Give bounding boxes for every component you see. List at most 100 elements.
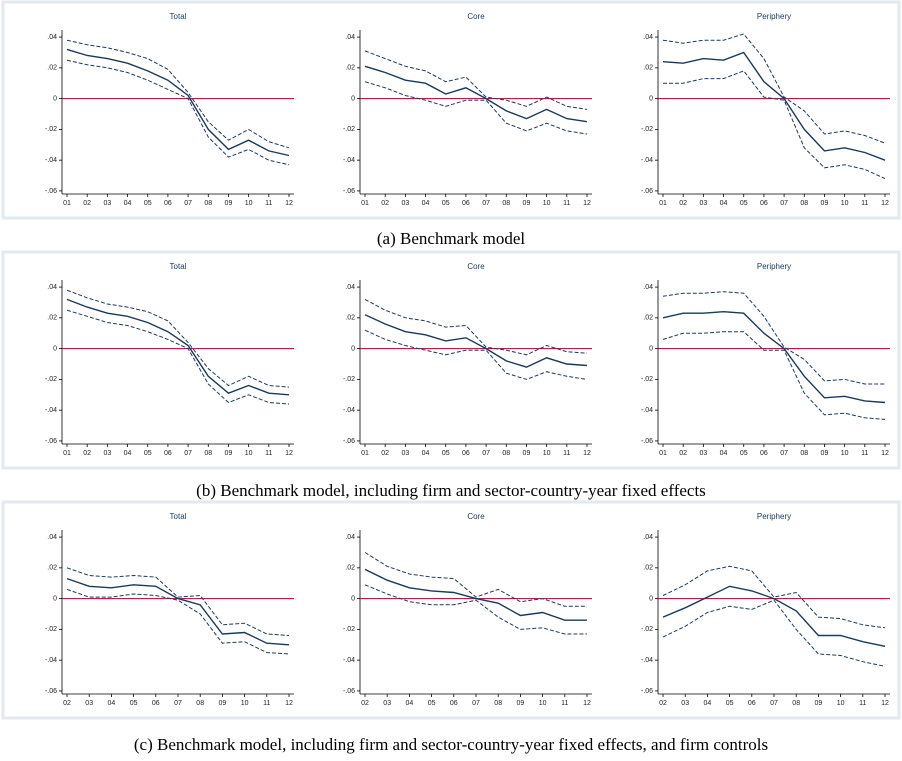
x-tick-label: 05 [428,700,436,707]
y-tick-label: .02 [643,65,653,72]
x-tick-label: 02 [361,700,369,707]
y-tick-label: -.04 [45,407,57,414]
confidence-band [66,567,290,636]
x-tick-label: 02 [679,450,687,457]
x-tick-label: 02 [679,200,687,207]
confidence-band [663,70,886,180]
x-tick-label: 03 [103,450,111,457]
y-tick-label: -.04 [45,657,57,664]
y-tick-label: 0 [351,595,355,602]
x-tick-label: 09 [517,700,525,707]
x-tick-label: 11 [563,200,570,207]
estimate-line [364,568,587,621]
y-tick-label: -.02 [343,626,355,633]
y-tick-label: 0 [649,95,653,102]
x-tick-label: 04 [720,200,728,207]
y-tick-label: -.06 [641,438,653,445]
x-tick-label: 12 [285,700,293,707]
y-tick-label: -.06 [343,438,355,445]
estimate-line [66,48,290,157]
y-tick-label: -.02 [45,626,57,633]
confidence-band [662,565,886,629]
y-tick-label: -.06 [45,188,57,195]
y-tick-label: -.06 [45,438,57,445]
x-tick-label: 04 [124,450,132,457]
confidence-band [364,81,588,135]
x-tick-label: 11 [859,700,866,707]
x-tick-label: 03 [103,200,111,207]
x-tick-label: 09 [821,200,829,207]
y-tick-label: -.06 [343,688,355,695]
y-tick-label: .02 [345,565,355,572]
y-tick-label: -.04 [45,157,57,164]
estimate-line [662,310,886,404]
x-tick-label: 05 [144,450,152,457]
confidence-band [662,331,886,420]
x-tick-label: 10 [245,200,253,207]
x-tick-label: 04 [704,700,712,707]
y-tick-label: -.04 [641,157,653,164]
y-tick-label: .02 [345,315,355,322]
x-tick-label: 01 [659,200,667,207]
confidence-band [364,50,588,110]
x-tick-label: 04 [720,450,728,457]
x-tick-label: 03 [401,450,409,457]
caption: (b) Benchmark model, including firm and … [196,481,706,500]
y-tick-label: .04 [345,284,355,291]
x-tick-label: 07 [472,700,480,707]
y-tick-label: -.02 [641,626,653,633]
y-tick-label: 0 [53,595,57,602]
x-tick-label: 08 [800,450,808,457]
x-tick-label: 12 [881,450,889,457]
panel-frame [1,0,901,220]
x-tick-label: 06 [164,200,172,207]
confidence-band [364,552,587,607]
chart-title: Periphery [757,262,791,271]
x-tick-label: 07 [482,450,490,457]
estimate-line [66,577,290,646]
confidence-band [364,584,587,635]
x-tick-label: 05 [726,700,734,707]
confidence-band [364,329,588,380]
x-tick-label: 12 [285,450,293,457]
x-tick-label: 02 [83,450,91,457]
y-tick-label: -.02 [343,126,355,133]
y-tick-label: .02 [643,315,653,322]
y-tick-label: .02 [643,565,653,572]
confidence-band [66,39,290,149]
chart-title: Core [467,512,485,521]
caption: (c) Benchmark model, including firm and … [134,735,768,754]
confidence-band [662,599,886,667]
estimate-line [662,585,886,647]
y-tick-label: -.02 [45,126,57,133]
chart-title: Core [467,262,485,271]
y-tick-label: -.06 [45,688,57,695]
x-tick-label: 01 [659,450,667,457]
y-tick-label: 0 [649,595,653,602]
x-tick-label: 07 [184,450,192,457]
confidence-band [66,588,290,655]
x-tick-label: 03 [699,200,707,207]
x-tick-label: 09 [225,200,233,207]
y-tick-label: .02 [47,65,57,72]
y-tick-label: .04 [643,34,653,41]
y-tick-label: -.04 [641,657,653,664]
x-tick-label: 11 [265,200,272,207]
x-tick-label: 07 [770,700,778,707]
confidence-band [364,298,588,356]
x-tick-label: 08 [204,450,212,457]
x-tick-label: 03 [401,200,409,207]
x-tick-label: 02 [659,700,667,707]
x-tick-label: 05 [144,200,152,207]
estimate-line [662,51,886,161]
x-tick-label: 04 [422,450,430,457]
y-tick-label: .04 [47,534,57,541]
x-tick-label: 06 [450,700,458,707]
x-tick-label: 06 [462,200,470,207]
x-tick-label: 04 [406,700,414,707]
x-tick-label: 03 [383,700,391,707]
y-tick-label: .04 [345,534,355,541]
x-tick-label: 06 [164,450,172,457]
x-tick-label: 11 [263,700,270,707]
